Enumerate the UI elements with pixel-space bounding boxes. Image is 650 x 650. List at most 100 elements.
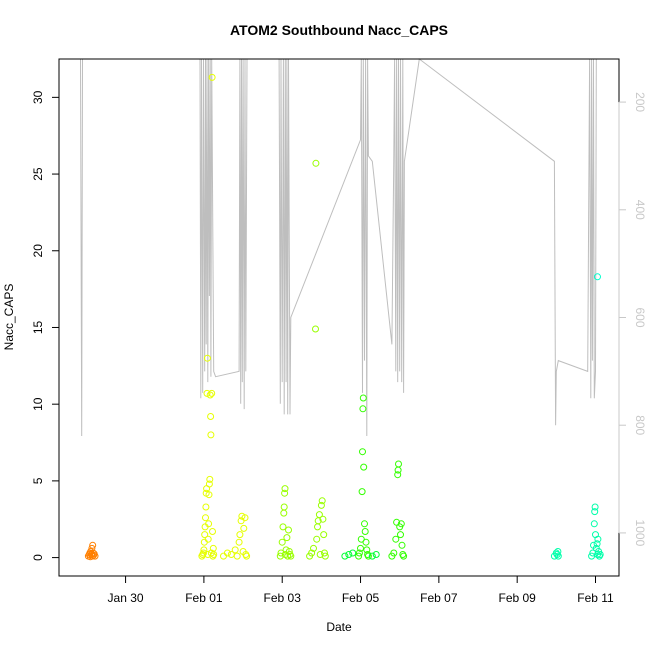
y-axis-label: Nacc_CAPS [2, 284, 16, 351]
data-point [360, 463, 368, 471]
data-point [394, 471, 402, 479]
x-tick-label: Feb 03 [264, 591, 302, 605]
x-axis-label: Date [326, 620, 352, 634]
right-tick-label: 600 [633, 307, 647, 327]
data-point [372, 551, 380, 558]
x-tick-label: Feb 07 [420, 591, 458, 605]
data-point [285, 526, 292, 534]
y-axis: 0 5 10 15 20 25 30 [31, 90, 60, 561]
data-point [205, 520, 213, 528]
y-tick-label: 0 [31, 554, 45, 561]
data-point [313, 535, 321, 543]
data-point [361, 520, 368, 528]
x-tick-label: Feb 09 [499, 591, 537, 605]
data-point [312, 325, 319, 333]
data-point [205, 480, 213, 488]
data-point [202, 503, 210, 511]
data-point [278, 538, 286, 546]
data-point [312, 159, 320, 167]
data-point [315, 511, 323, 519]
data-point [283, 534, 291, 542]
data-point [596, 551, 604, 558]
data-point [281, 489, 289, 497]
data-point [241, 514, 249, 522]
right-tick-label: 200 [633, 92, 647, 112]
x-axis: Jan 30 Feb 01 Feb 03 Feb 05 Feb 07 Feb 09 Feb … [108, 575, 614, 605]
data-point [243, 552, 251, 560]
data-point [233, 552, 241, 560]
data-point [397, 531, 404, 539]
data-point [287, 552, 295, 560]
chart-title: ATOM2 Southbound Nacc_CAPS [230, 22, 448, 38]
data-point [236, 531, 244, 539]
data-point [89, 541, 97, 549]
right-tick-label: 1000 [633, 520, 647, 547]
data-point [594, 535, 602, 543]
data-point [359, 405, 367, 413]
data-point [368, 552, 376, 560]
data-point [209, 528, 216, 535]
x-tick-label: Feb 05 [342, 591, 380, 605]
data-point [201, 531, 209, 539]
data-point [200, 546, 208, 554]
data-point [317, 501, 325, 509]
data-point [390, 549, 398, 557]
data-point [554, 552, 562, 560]
data-point [207, 413, 215, 420]
data-point [349, 549, 357, 557]
data-point [341, 552, 349, 560]
data-point [207, 431, 215, 439]
data-point [364, 552, 372, 560]
data-point [591, 508, 599, 516]
points-layer [84, 73, 604, 561]
data-point [276, 552, 284, 560]
data-point [358, 488, 366, 496]
data-point [279, 523, 287, 531]
right-axis: 200 400 600 800 1000 [618, 92, 647, 547]
data-point [355, 549, 363, 557]
y-tick-label: 20 [31, 244, 45, 258]
data-point [240, 524, 248, 532]
y-tick-label: 25 [31, 167, 45, 181]
right-tick-label: 400 [633, 200, 647, 220]
data-point [235, 538, 243, 546]
y-tick-label: 30 [31, 90, 45, 104]
data-point [310, 544, 317, 552]
data-point [359, 448, 366, 456]
data-point [206, 475, 214, 483]
y-tick-label: 10 [31, 397, 45, 411]
data-point [398, 541, 406, 549]
data-point [281, 485, 289, 493]
data-point [88, 552, 96, 560]
data-point [361, 528, 369, 535]
data-point [91, 552, 99, 560]
data-point [308, 549, 316, 557]
y-tick-label: 5 [31, 477, 45, 484]
data-point [200, 549, 207, 557]
data-point [593, 540, 601, 548]
data-point [594, 551, 601, 558]
data-point [363, 546, 371, 554]
data-point [208, 73, 216, 81]
data-point [590, 520, 598, 528]
y-tick-label: 15 [31, 320, 45, 334]
data-point [202, 514, 209, 522]
data-point [205, 491, 213, 499]
x-tick-label: Feb 01 [185, 591, 223, 605]
data-point [355, 552, 363, 560]
data-point [554, 548, 562, 555]
data-point [204, 535, 212, 543]
data-point [357, 544, 364, 552]
data-point [223, 549, 231, 557]
data-point [362, 538, 370, 546]
data-point [277, 549, 285, 557]
data-point [321, 552, 329, 560]
altitude-line [80, 58, 597, 437]
data-point [231, 546, 239, 554]
data-point [318, 497, 326, 505]
data-point [553, 551, 561, 558]
data-point [400, 552, 408, 560]
data-point [319, 515, 327, 523]
